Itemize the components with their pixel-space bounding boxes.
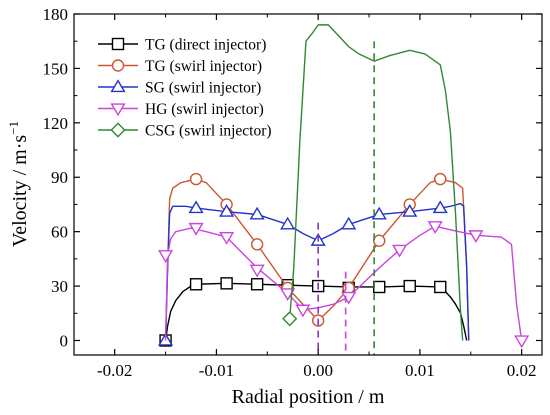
data-point	[371, 206, 387, 220]
legend-item: CSG (swirl injector)	[98, 122, 272, 140]
data-point	[432, 200, 448, 214]
data-point	[434, 172, 447, 186]
data-point	[434, 280, 447, 294]
reference-lines-group	[317, 41, 375, 355]
data-point	[341, 291, 357, 305]
data-point	[250, 238, 264, 251]
legend-label: HG (swirl injector)	[145, 101, 264, 118]
legend-marker	[111, 37, 125, 51]
y-tick-label: 0	[60, 331, 69, 350]
legend-marker	[110, 122, 126, 138]
y-axis-label-sup: −1	[6, 121, 21, 135]
data-point	[373, 234, 386, 247]
data-point	[373, 280, 386, 294]
legend-marker	[110, 103, 126, 117]
data-point	[427, 221, 443, 234]
data-point	[295, 304, 311, 318]
x-tick-label: 0.02	[507, 361, 537, 380]
data-point	[282, 311, 298, 327]
y-axis-label-main: Velocity / m·s	[9, 135, 31, 247]
x-axis-ticks: -0.02 -0.01 0.00 0.01 0.02	[97, 14, 537, 380]
data-point	[189, 172, 203, 186]
series-line	[164, 225, 523, 341]
series-line	[288, 24, 464, 341]
data-point	[280, 216, 296, 230]
data-point	[219, 204, 235, 217]
legend-marker	[111, 59, 125, 72]
data-point	[280, 288, 296, 302]
x-axis-label: Radial position / m	[232, 386, 385, 408]
y-tick-label: 120	[43, 114, 69, 133]
series-4	[158, 221, 530, 349]
data-point	[514, 335, 530, 349]
data-point	[219, 232, 235, 245]
y-tick-label: 90	[51, 168, 68, 187]
data-point	[468, 230, 484, 243]
data-point	[158, 250, 174, 263]
series-1	[159, 277, 468, 347]
data-point	[250, 278, 264, 291]
legend-item: TG (swirl injector)	[98, 58, 262, 75]
y-tick-label: 180	[43, 5, 69, 24]
x-tick-label: -0.01	[199, 361, 234, 380]
x-tick-label: -0.02	[97, 361, 132, 380]
series-line	[164, 178, 470, 341]
data-point	[188, 200, 204, 214]
data-point	[341, 216, 357, 230]
series-5	[282, 24, 464, 341]
data-point	[188, 222, 204, 236]
data-point	[249, 206, 265, 220]
data-point	[402, 204, 418, 217]
legend-item: SG (swirl injector)	[98, 79, 261, 97]
x-tick-label: 0.01	[405, 361, 435, 380]
legend-marker	[110, 79, 126, 93]
y-axis-ticks: 0 30 60 90 120 150 180	[43, 5, 542, 350]
y-tick-label: 60	[51, 223, 68, 242]
plot-series-group	[158, 24, 530, 349]
legend-item: HG (swirl injector)	[98, 101, 264, 118]
data-point	[392, 244, 408, 258]
data-point	[220, 277, 233, 290]
legend-item: TG (direct injector)	[98, 37, 266, 54]
legend-label: TG (swirl injector)	[145, 58, 262, 75]
legend-label: SG (swirl injector)	[145, 80, 261, 97]
y-tick-label: 150	[43, 59, 69, 78]
data-point	[189, 278, 203, 291]
data-point	[249, 264, 265, 278]
plot-frame	[73, 13, 543, 356]
y-axis-label: Velocity / m·s−1	[6, 121, 31, 247]
data-point	[403, 279, 416, 293]
legend-label: CSG (swirl injector)	[145, 123, 272, 140]
legend-label: TG (direct injector)	[145, 37, 266, 54]
x-tick-label: 0.00	[303, 361, 333, 380]
legend: TG (direct injector) TG (swirl injector) S…	[98, 37, 272, 140]
series-2	[164, 172, 470, 341]
y-tick-label: 30	[51, 277, 68, 296]
